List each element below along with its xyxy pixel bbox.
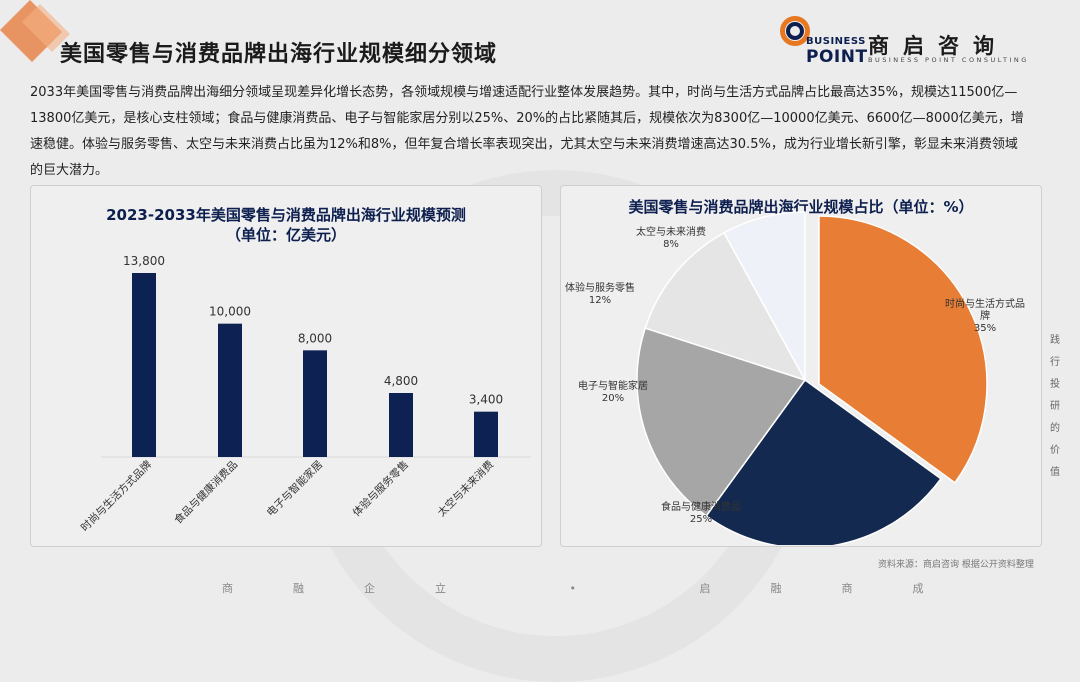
logo-ring-icon: [780, 16, 810, 46]
company-logo: BUSINESS POINT 商启咨询 BUSINESS POINT CONSU…: [776, 14, 1066, 72]
bar-value-label-4: 4,800: [384, 374, 418, 388]
pie-label-5: 太空与未来消费 8%: [636, 225, 706, 250]
logo-subtitle: BUSINESS POINT CONSULTING: [868, 56, 1029, 64]
x-tick-label-5: 太空与未来消费: [435, 458, 496, 519]
pie-label-1: 时尚与生活方式品牌 35%: [945, 297, 1025, 334]
bar-value-label-5: 3,400: [469, 393, 503, 407]
x-tick-label-4: 体验与服务零售: [350, 458, 411, 519]
bar-chart-title: 2023-2033年美国零售与消费品牌出海行业规模预测: [106, 206, 466, 224]
bar-chart-panel: 2023-2033年美国零售与消费品牌出海行业规模预测 （单位：亿美元） 13,…: [30, 185, 542, 547]
bar-5: [474, 411, 498, 457]
x-tick-label-2: 食品与健康消费品: [172, 458, 241, 527]
side-note: 践行投研的价值: [1050, 335, 1060, 478]
bar-value-label-1: 13,800: [123, 254, 165, 268]
logo-chinese-name: 商启咨询: [868, 34, 1008, 58]
bar-2: [218, 323, 242, 457]
x-tick-label-3: 电子与智能家居: [264, 458, 325, 519]
bar-4: [389, 393, 413, 457]
logo-word-point: POINT: [806, 47, 868, 67]
logo-word-business: BUSINESS: [806, 36, 866, 47]
logo-inner-ring-icon: [786, 22, 804, 40]
pie-slice-4: [644, 231, 807, 382]
x-tick-label-1: 时尚与生活方式品牌: [78, 458, 154, 534]
pie-label-4: 体验与服务零售 12%: [565, 281, 635, 306]
pie-slice-5: [723, 211, 806, 381]
corner-accent: [0, 0, 70, 62]
pie-slice-3: [636, 327, 807, 517]
pie-label-2: 食品与健康消费品 25%: [661, 500, 741, 525]
bar-chart-subtitle: （单位：亿美元）: [225, 226, 346, 244]
bar-chart: 13,800 时尚与生活方式品牌 10,000 食品与健康消费品 8,000 电子与智能家…: [78, 254, 531, 534]
bar-value-label-3: 8,000: [298, 331, 332, 345]
page-title: 美国零售与消费品牌出海行业规模细分领域: [60, 42, 498, 67]
pie-slice-2: [705, 378, 942, 545]
source-note: 资料来源：商启咨询 根据公开资料整理: [878, 560, 1034, 570]
bar-1: [132, 273, 156, 457]
bar-value-label-2: 10,000: [209, 305, 251, 319]
footer-slogan: 商融企立 • 启融商成: [222, 582, 984, 595]
pie-label-3: 电子与智能家居 20%: [578, 379, 648, 404]
pie-chart-title: 美国零售与消费品牌出海行业规模占比（单位：%）: [628, 198, 974, 216]
pie-slice-1: [818, 215, 988, 484]
bar-3: [303, 350, 327, 457]
description-paragraph: 2033年美国零售与消费品牌出海细分领域呈现差异化增长态势，各领域规模与增速适配…: [30, 85, 1024, 178]
pie-chart: 时尚与生活方式品牌 35% 食品与健康消费品 25% 电子与智能家居 20% 体验与服务零售…: [565, 211, 1025, 545]
